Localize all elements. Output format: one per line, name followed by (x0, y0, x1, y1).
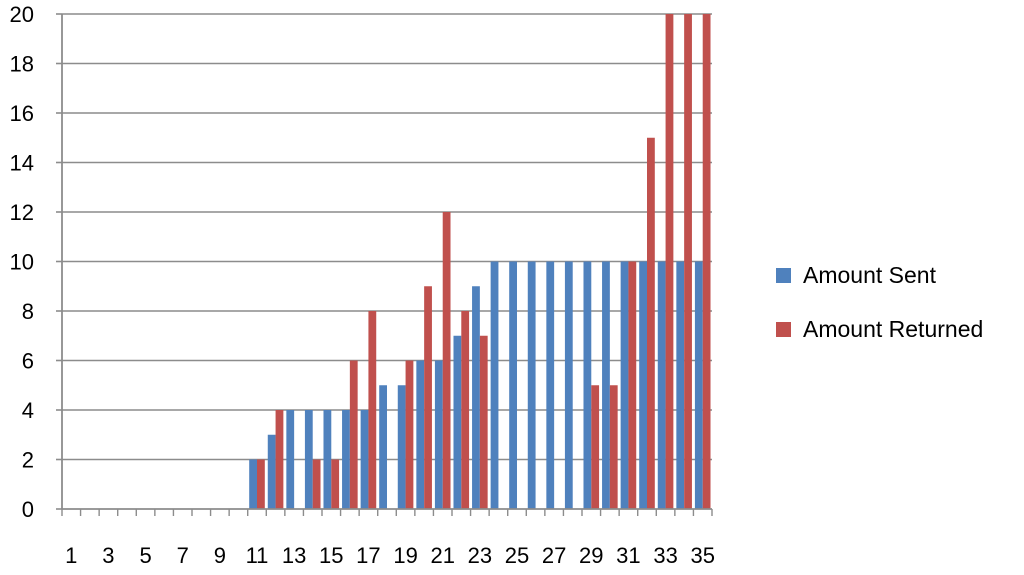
bar-amount-returned (442, 212, 451, 509)
y-tick-label: 10 (10, 250, 34, 275)
y-tick-label: 2 (22, 448, 34, 473)
x-tick-label: 21 (430, 543, 454, 568)
x-tick-label: 17 (356, 543, 380, 568)
bars (63, 14, 711, 510)
bar-amount-sent (620, 261, 629, 509)
legend-label-amount-returned: Amount Returned (803, 315, 984, 342)
bar-amount-sent (249, 459, 257, 509)
legend-item-amount-returned: Amount Returned (776, 302, 983, 356)
bar-amount-returned (331, 459, 340, 509)
bar-amount-sent (472, 286, 480, 509)
bar-amount-returned (702, 14, 711, 509)
bar-amount-sent (453, 335, 462, 509)
x-tick-label: 23 (468, 543, 492, 568)
bar-amount-returned (479, 335, 488, 509)
x-tick-label: 5 (139, 543, 151, 568)
bar-amount-returned (628, 261, 637, 509)
bar-amount-returned (275, 410, 284, 509)
axes (56, 13, 713, 516)
bar-amount-returned (591, 385, 600, 509)
bar-amount-sent (527, 261, 536, 509)
y-tick-label: 0 (22, 497, 34, 522)
bar-amount-sent (379, 385, 387, 509)
bar-amount-sent (304, 410, 313, 509)
bar-amount-sent (509, 261, 517, 509)
y-tick-label: 16 (10, 101, 34, 126)
y-tick-label: 20 (10, 2, 34, 27)
bar-amount-sent (602, 261, 610, 509)
x-tick-label: 29 (579, 543, 603, 568)
x-tick-label: 3 (102, 543, 114, 568)
y-tick-labels: 0 2 4 6 8 10 12 14 16 18 20 (10, 2, 34, 522)
bar-amount-returned (461, 311, 470, 509)
bar-amount-returned (312, 459, 321, 509)
bar-amount-sent (286, 410, 295, 509)
bar-amount-returned (684, 14, 692, 509)
x-tick-label: 7 (177, 543, 189, 568)
x-tick-label: 25 (505, 543, 529, 568)
bar-amount-returned (424, 286, 432, 509)
bar-amount-sent (416, 360, 425, 509)
legend-label-amount-sent: Amount Sent (803, 261, 936, 288)
legend-swatch-amount-returned (776, 321, 791, 337)
x-tick-label: 27 (542, 543, 566, 568)
x-tick-label: 33 (653, 543, 677, 568)
x-tick-label: 11 (246, 543, 269, 568)
x-tick-label: 31 (616, 543, 640, 568)
legend: Amount Sent Amount Returned (776, 248, 983, 356)
bar-amount-sent (657, 261, 666, 509)
x-tick-label: 1 (65, 543, 77, 568)
bar-amount-sent (360, 410, 369, 509)
legend-swatch-amount-sent (776, 267, 791, 283)
y-tick-label: 12 (10, 200, 34, 225)
x-tick-label: 13 (282, 543, 306, 568)
bar-amount-sent (434, 360, 443, 509)
bar-amount-sent (694, 261, 703, 509)
bar-amount-returned (349, 360, 358, 509)
x-tick-label: 35 (690, 543, 714, 568)
x-tick-label: 15 (319, 543, 343, 568)
y-tick-label: 6 (22, 349, 34, 374)
bar-amount-sent (323, 410, 332, 509)
bar-amount-sent (676, 261, 685, 509)
y-tick-label: 8 (22, 299, 34, 324)
bar-amount-sent (490, 261, 499, 509)
legend-item-amount-sent: Amount Sent (776, 248, 983, 302)
y-tick-label: 4 (22, 398, 34, 423)
y-tick-label: 18 (10, 52, 34, 77)
gridlines (62, 13, 712, 461)
y-tick-label: 14 (10, 151, 34, 176)
bar-amount-sent (546, 261, 555, 509)
bar-amount-returned (368, 311, 377, 509)
x-tick-labels: 1 3 5 7 9 11 13 15 17 19 21 23 25 27 29 31 33 35 (65, 543, 715, 568)
bar-amount-returned (665, 14, 674, 509)
bar-amount-returned (609, 385, 618, 509)
bar-amount-sent (267, 434, 276, 509)
x-tick-label: 9 (214, 543, 226, 568)
bar-amount-returned (405, 360, 414, 509)
bar-amount-sent (397, 385, 406, 509)
bar-amount-sent (342, 410, 350, 509)
bar-amount-sent (639, 261, 647, 509)
x-tick-label: 19 (393, 543, 417, 568)
bar-amount-sent (564, 261, 573, 509)
bar-amount-sent (583, 261, 592, 509)
bar-amount-returned (257, 459, 265, 509)
bar-amount-returned (647, 137, 655, 509)
